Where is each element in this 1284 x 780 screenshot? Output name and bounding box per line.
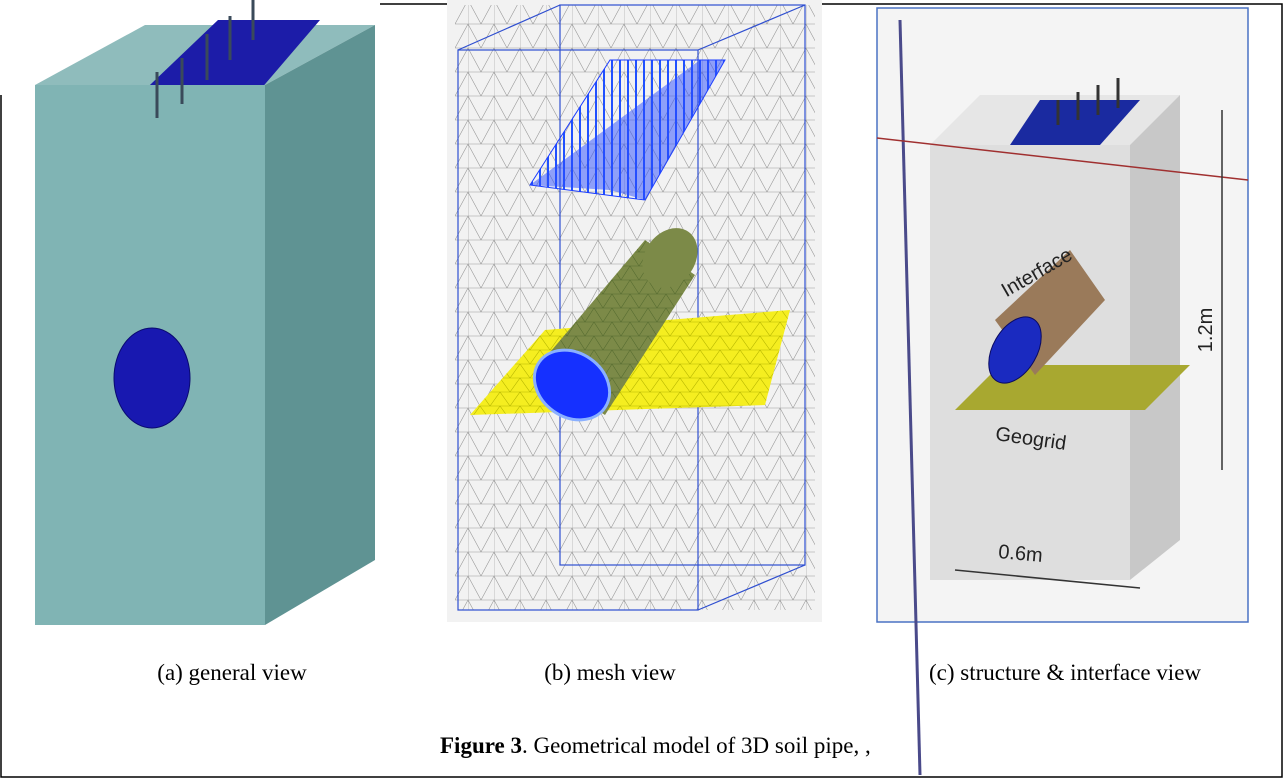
panel-caption: (a) general view <box>157 660 307 685</box>
panel-caption: (c) structure & interface view <box>929 660 1201 685</box>
panel-a-image <box>35 0 375 625</box>
panel-b-image <box>447 0 822 622</box>
annotation: 0.6m <box>997 541 1043 567</box>
figure-page: Interface 1.2m Geogrid 0.6m (a) general … <box>0 0 1284 780</box>
figure-label: Figure 3 <box>440 733 522 758</box>
panel-caption: (b) mesh view <box>544 660 676 685</box>
figure-caption: Figure 3. Geometrical model of 3D soil p… <box>440 733 871 758</box>
caption-text: . Geometrical model of 3D soil pipe, , <box>522 733 871 758</box>
annotation: 1.2m <box>1195 308 1217 352</box>
